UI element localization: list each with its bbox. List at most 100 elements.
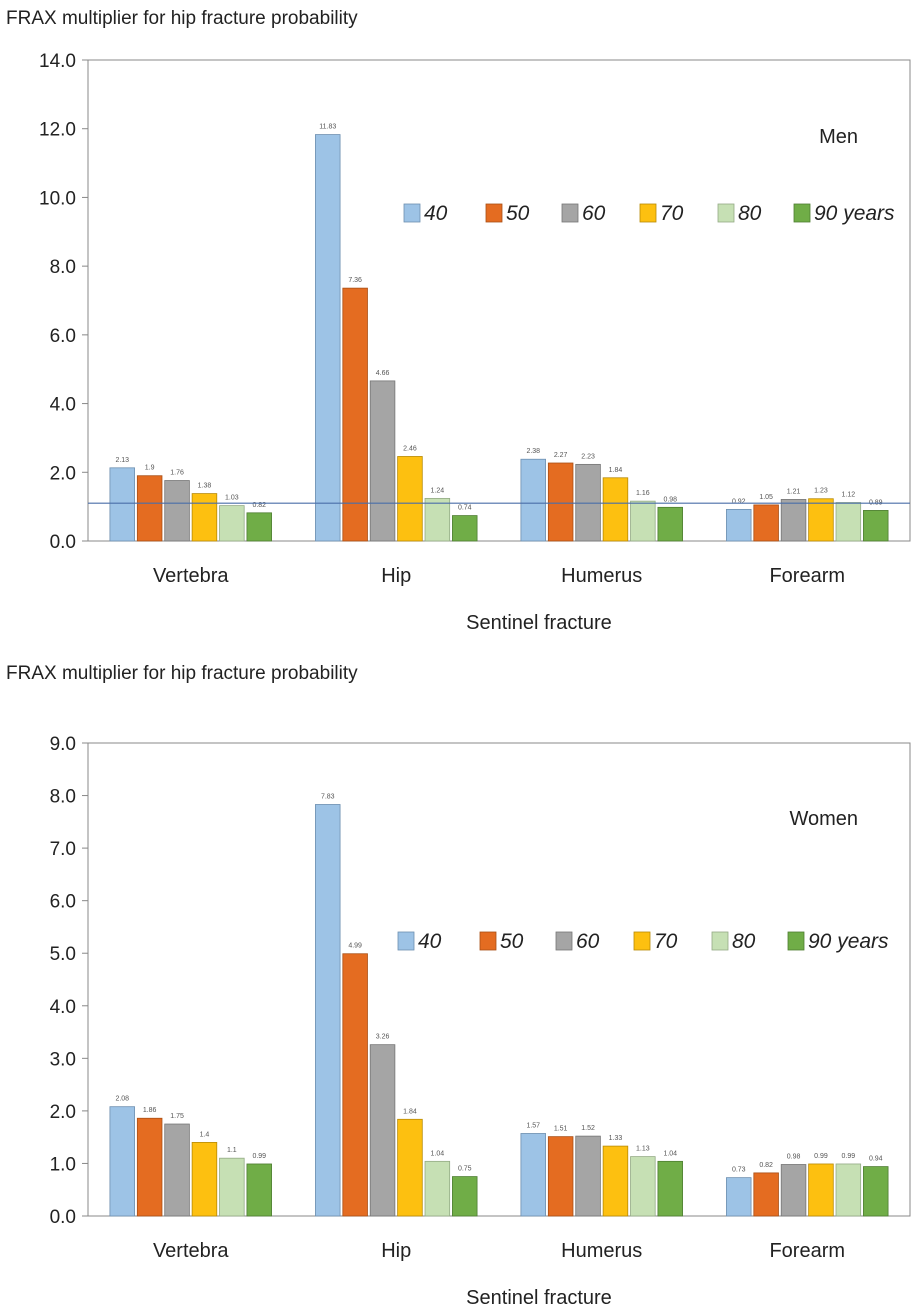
bar-vertebra-90-years xyxy=(246,1163,272,1217)
legend-swatch xyxy=(711,931,729,951)
y-tick-label: 10.0 xyxy=(39,188,76,209)
data-label: 2.27 xyxy=(554,452,568,459)
bar-hip-60 xyxy=(369,1044,396,1217)
plot-frame xyxy=(87,742,911,1217)
data-label: 4.66 xyxy=(376,370,390,377)
data-label: 0.82 xyxy=(759,1162,773,1169)
x-category-label: Vertebra xyxy=(153,1240,229,1262)
bar-hip-40 xyxy=(315,134,341,542)
bar-vertebra-40 xyxy=(109,1106,135,1217)
data-label: 1.33 xyxy=(609,1135,623,1142)
legend-entry: 60 xyxy=(582,202,606,225)
bar-humerus-90-years xyxy=(657,506,683,542)
legend-entry: 40 xyxy=(418,930,442,953)
data-label: 1.21 xyxy=(787,488,801,495)
bar-humerus-70 xyxy=(602,477,629,542)
bar-forearm-70 xyxy=(808,1163,834,1217)
data-label: 7.83 xyxy=(321,793,335,800)
legend-swatch xyxy=(787,931,805,951)
data-label: 1.04 xyxy=(663,1150,677,1157)
y-tick-label: 8.0 xyxy=(50,257,76,278)
legend-swatch xyxy=(555,931,573,951)
bar-forearm-60 xyxy=(780,499,807,542)
bar-hip-50 xyxy=(342,953,368,1217)
data-label: 2.23 xyxy=(581,453,595,460)
data-label: 1.57 xyxy=(526,1122,540,1129)
y-tick-label: 8.0 xyxy=(50,787,76,808)
data-label: 1.51 xyxy=(554,1126,568,1133)
legend-entry: 80 xyxy=(732,930,756,953)
data-label: 1.24 xyxy=(431,487,445,494)
data-label: 1.4 xyxy=(200,1131,210,1138)
y-tick-label: 6.0 xyxy=(50,892,76,913)
legend-entry: 40 xyxy=(424,202,448,225)
data-label: 0.94 xyxy=(869,1156,883,1163)
bar-humerus-80 xyxy=(630,500,656,542)
legend-entry: 90 years xyxy=(808,930,889,953)
bar-forearm-50 xyxy=(753,504,779,542)
bar-hip-40 xyxy=(315,804,341,1217)
y-tick-label: 1.0 xyxy=(50,1154,76,1175)
x-category-label: Vertebra xyxy=(153,565,229,587)
y-tick-label: 7.0 xyxy=(50,839,76,860)
y-tick-label: 4.0 xyxy=(50,395,76,416)
y-tick-label: 2.0 xyxy=(50,463,76,484)
data-label: 1.12 xyxy=(842,492,856,499)
bar-forearm-70 xyxy=(808,498,834,542)
women-chart-panel: FRAX multiplier for hip fracture probabi… xyxy=(0,655,919,1312)
bar-forearm-80 xyxy=(835,502,862,542)
data-label: 0.98 xyxy=(787,1153,801,1160)
bar-humerus-90-years xyxy=(657,1160,683,1217)
bar-forearm-50 xyxy=(753,1172,779,1217)
data-label: 1.16 xyxy=(636,490,650,497)
x-axis-title: Sentinel fracture xyxy=(466,612,612,634)
data-label: 1.75 xyxy=(170,1113,184,1120)
bar-forearm-90-years xyxy=(863,1166,889,1217)
bar-humerus-70 xyxy=(602,1145,629,1217)
data-label: 0.82 xyxy=(252,502,266,509)
bar-forearm-80 xyxy=(835,1163,862,1217)
data-label: 2.46 xyxy=(403,445,417,452)
bar-humerus-40 xyxy=(520,458,546,542)
data-label: 1.1 xyxy=(227,1147,237,1154)
bar-vertebra-70 xyxy=(191,493,218,542)
data-label: 0.74 xyxy=(458,505,472,512)
data-label: 0.99 xyxy=(814,1153,828,1160)
x-category-label: Hip xyxy=(381,1240,411,1262)
bar-vertebra-40 xyxy=(109,467,135,542)
data-label: 1.86 xyxy=(143,1107,157,1114)
bar-humerus-60 xyxy=(575,1135,601,1217)
bar-vertebra-80 xyxy=(219,1157,245,1217)
legend-entry: 70 xyxy=(660,202,684,225)
bar-humerus-50 xyxy=(547,462,574,542)
legend-entry: 80 xyxy=(738,202,762,225)
legend: 40 50 60 70 80 90 years xyxy=(403,202,895,225)
x-category-label: Humerus xyxy=(561,565,642,587)
bar-vertebra-80 xyxy=(219,505,245,542)
legend-entry: 70 xyxy=(654,930,678,953)
x-category-label: Hip xyxy=(381,565,411,587)
y-tick-label: 4.0 xyxy=(50,997,76,1018)
data-label: 1.13 xyxy=(636,1146,650,1153)
x-category-label: Forearm xyxy=(769,1240,845,1262)
bar-forearm-40 xyxy=(726,1177,752,1217)
bar-humerus-80 xyxy=(630,1156,656,1217)
men-chart-panel: FRAX multiplier for hip fracture probabi… xyxy=(0,0,919,650)
legend-entry: 60 xyxy=(576,930,600,953)
women-chart: 0.0 1.0 2.0 3.0 4.0 5.0 6.0 7.0 8.0 9.0 2.08 1.86 1.… xyxy=(50,734,911,1309)
data-label: 2.13 xyxy=(115,457,129,464)
bar-hip-80 xyxy=(424,497,451,542)
bar-forearm-40 xyxy=(726,508,752,542)
data-label: 2.08 xyxy=(115,1096,129,1103)
legend-swatch xyxy=(639,203,657,223)
data-label: 1.38 xyxy=(198,483,212,490)
men-chart-title: FRAX multiplier for hip fracture probabi… xyxy=(6,8,358,29)
plot-frame xyxy=(87,59,911,542)
data-label: 0.99 xyxy=(252,1153,266,1160)
bar-forearm-90-years xyxy=(863,510,889,542)
bar-vertebra-50 xyxy=(136,1117,163,1217)
x-category-label: Forearm xyxy=(769,565,845,587)
legend-entry: 90 years xyxy=(814,202,895,225)
data-label: 0.75 xyxy=(458,1166,472,1173)
men-chart: 0.0 2.0 4.0 6.0 8.0 10.0 12.0 14.0 2.13 1.9 1.76 1.… xyxy=(39,51,911,634)
